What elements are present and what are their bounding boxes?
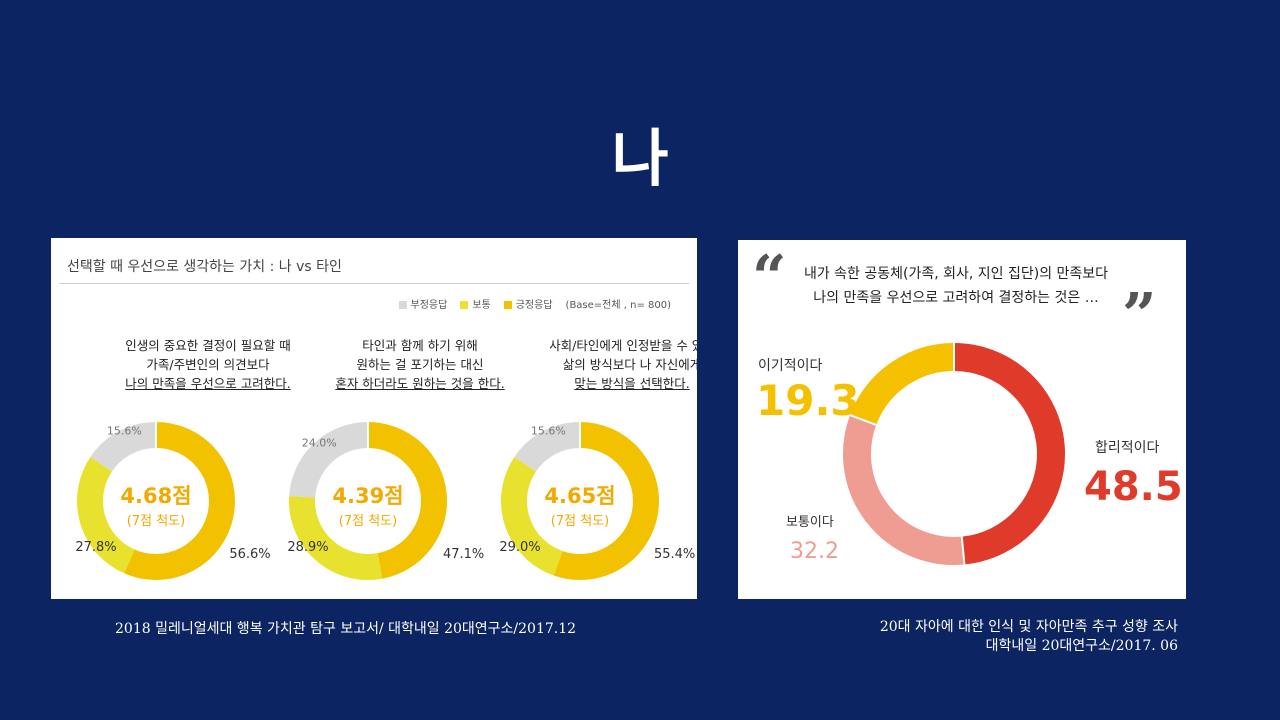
legend-swatch-positive	[503, 301, 512, 309]
question-1-line-1: 인생의 중요한 결정이 필요할 때	[125, 338, 291, 353]
right-source-caption: 20대 자아에 대한 인식 및 자아만족 추구 성향 조사 대학내일 20대연구…	[720, 618, 1178, 656]
donut-3-center-score: 4.65점	[544, 484, 615, 508]
right-caption-line-2: 대학내일 20대연구소/2017. 06	[985, 638, 1178, 654]
donut-2-label-positive: 47.1%	[443, 547, 484, 562]
legend-item-positive: 긍정응답	[503, 296, 553, 311]
donut-3-label-neutral: 29.0%	[499, 540, 540, 555]
donut-3-label-positive: 55.4%	[654, 547, 695, 562]
donut-3-slice-negative	[514, 422, 581, 472]
quote-line-2: 나의 만족을 우선으로 고려하여 결정하는 것은 …	[813, 290, 1098, 306]
donut-3-label-negative: 15.6%	[531, 424, 566, 437]
legend-label-negative: 부정응답	[410, 300, 448, 311]
base-note: (Base=전체 , n= 800)	[565, 300, 671, 311]
question-2-line-2: 원하는 걸 포기하는 대신	[356, 357, 484, 372]
donut-3-center-scale: (7점 척도)	[551, 514, 609, 529]
donut-2-slice-negative	[289, 422, 369, 499]
donut-2-label-negative: 24.0%	[302, 437, 337, 450]
question-2-line-3: 혼자 하더라도 원하는 것을 한다.	[335, 376, 505, 391]
question-3-line-1: 사회/타인에게 인정받을 수 있는	[549, 338, 697, 353]
donut-4-separator-3	[849, 414, 877, 426]
left-donut-charts: 56.6% 27.8% 15.6% 4.68점 (7점 척도) 47.1% 28.9% 24.…	[75, 422, 695, 580]
donut-2-center-score: 4.39점	[332, 484, 403, 508]
legend-item-negative: 부정응답	[398, 296, 448, 311]
question-2-line-1: 타인과 함께 하기 위해	[362, 338, 478, 353]
donut-1-label-positive: 56.6%	[229, 547, 270, 562]
left-panel-title: 선택할 때 우선으로 생각하는 가치 : 나 vs 타인	[67, 259, 342, 275]
donut-1-center-score: 4.68점	[120, 484, 191, 508]
donut-2-slice-neutral	[289, 496, 383, 580]
slide-title: 나	[611, 122, 669, 195]
question-3-line-3: 맞는 방식을 선택한다.	[574, 376, 690, 391]
left-chart-panel: 선택할 때 우선으로 생각하는 가치 : 나 vs 타인 부정응답 보통 긍정응…	[51, 238, 697, 599]
legend-label-neutral: 보통	[472, 300, 491, 311]
left-source-caption: 2018 밀레니얼세대 행복 가치관 탐구 보고서/ 대학내일 20대연구소/2…	[115, 621, 577, 637]
legend-label-positive: 긍정응답	[515, 300, 553, 311]
donut-4-value-neutral: 32.2	[790, 539, 839, 564]
quote-open-icon: “	[752, 243, 787, 313]
donut-4-name-rational: 합리적이다	[1095, 440, 1160, 456]
question-1-line-2: 가족/주변인의 의견보다	[146, 357, 270, 372]
donut-1-slice-neutral	[77, 457, 136, 574]
donut-2-slice-positive	[367, 422, 447, 579]
donut-1-slice-negative	[90, 422, 157, 472]
donut-1-label-negative: 15.6%	[107, 424, 142, 437]
question-2: 타인과 함께 하기 위해 원하는 걸 포기하는 대신 혼자 하더라도 원하는 것…	[315, 336, 525, 393]
donut-4-name-selfish: 이기적이다	[758, 358, 823, 374]
donut-4-slice-selfish	[850, 343, 955, 426]
legend-swatch-neutral	[460, 301, 469, 309]
question-3: 사회/타인에게 인정받을 수 있는 삶의 방식보다 나 자신에게 맞는 방식을 …	[527, 336, 697, 393]
donut-4-separator-2	[960, 536, 966, 565]
legend-item-neutral: 보통	[460, 296, 491, 311]
question-1: 인생의 중요한 결정이 필요할 때 가족/주변인의 의견보다 나의 만족을 우선…	[103, 336, 313, 393]
chart-legend: 부정응답 보통 긍정응답 (Base=전체 , n= 800)	[398, 296, 671, 311]
question-3-line-2: 삶의 방식보다 나 자신에게	[562, 357, 697, 372]
legend-swatch-negative	[398, 301, 407, 309]
donut-2-center-scale: (7점 척도)	[339, 514, 397, 529]
donut-3-slice-positive	[553, 422, 659, 580]
donut-1-center-scale: (7점 척도)	[127, 514, 185, 529]
title-divider	[59, 283, 689, 284]
right-caption-line-1: 20대 자아에 대한 인식 및 자아만족 추구 성향 조사	[879, 619, 1178, 635]
donut-4-value-selfish: 19.3	[756, 376, 860, 425]
donut-2-label-neutral: 28.9%	[287, 540, 328, 555]
quote-line-1: 내가 속한 공동체(가족, 회사, 지인 집단)의 만족보다	[804, 266, 1108, 282]
quote-close-icon: ”	[1122, 281, 1157, 351]
donut-4-slice-neutral	[843, 415, 965, 565]
donut-3-slice-neutral	[501, 457, 563, 576]
question-1-line-3: 나의 만족을 우선으로 고려한다.	[125, 376, 291, 391]
donut-1-label-neutral: 27.8%	[75, 540, 116, 555]
donut-4-value-rational: 48.5	[1084, 464, 1183, 510]
donut-4-name-neutral: 보통이다	[786, 515, 834, 530]
donut-1-slice-positive	[124, 422, 235, 580]
donut-4-slice-rational	[953, 343, 1065, 565]
